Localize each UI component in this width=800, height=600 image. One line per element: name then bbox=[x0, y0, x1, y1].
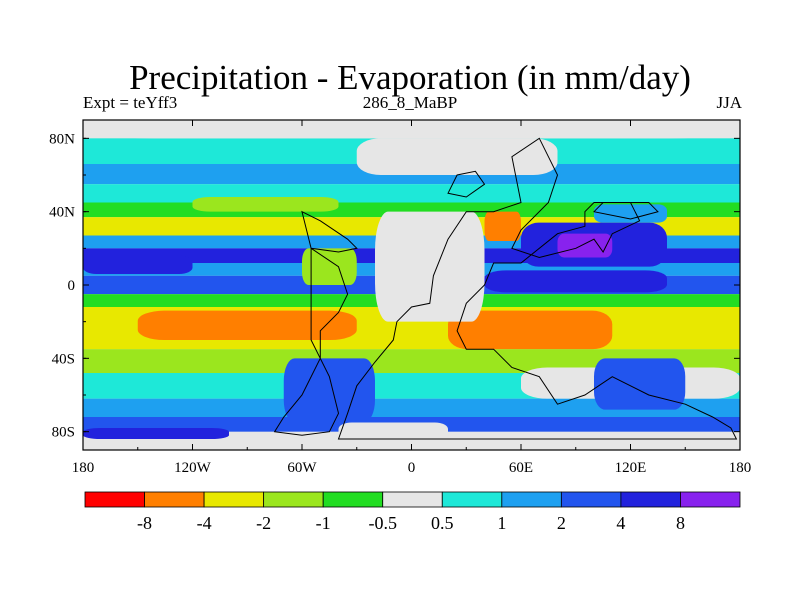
colorbar-label-1: -4 bbox=[197, 513, 212, 533]
field-patch-9 bbox=[356, 138, 558, 175]
field-patch-8 bbox=[484, 270, 667, 293]
colorbar-swatch-1 bbox=[144, 491, 205, 508]
field-band-13 bbox=[83, 398, 740, 417]
field-patch-0 bbox=[83, 255, 193, 274]
x-tick-label-4: 60E bbox=[509, 460, 533, 476]
experiment-label: Expt = teYff3 bbox=[83, 93, 178, 112]
period-label: 286_8_MaBP bbox=[362, 93, 458, 112]
chart-title: Precipitation - Evaporation (in mm/day) bbox=[129, 58, 691, 97]
x-tick-label-2: 60W bbox=[287, 460, 317, 476]
colorbar-swatch-5 bbox=[382, 491, 443, 508]
y-tick-label-2: 0 bbox=[68, 278, 76, 294]
field-patch-7 bbox=[484, 211, 521, 241]
x-tick-label-6: 180 bbox=[729, 460, 752, 476]
coastline-4 bbox=[592, 202, 659, 220]
field-band-2 bbox=[83, 184, 740, 203]
season-label: JJA bbox=[716, 93, 742, 112]
colorbar-swatch-7 bbox=[501, 491, 562, 508]
y-tick-label-1: 40N bbox=[49, 205, 75, 221]
field-layer bbox=[83, 120, 740, 450]
x-tick-label-0: 180 bbox=[72, 460, 95, 476]
x-tick-label-3: 0 bbox=[408, 460, 416, 476]
colorbar-label-5: 0.5 bbox=[431, 513, 454, 533]
x-tick-label-1: 120W bbox=[174, 460, 212, 476]
colorbar-swatch-0 bbox=[84, 491, 145, 508]
colorbar-label-4: -0.5 bbox=[368, 513, 397, 533]
field-patch-10 bbox=[375, 211, 485, 322]
colorbar: -8 -4 -2 -1 -0.5 0.5 1 2 4 8 bbox=[84, 491, 741, 533]
colorbar-label-9: 8 bbox=[676, 513, 685, 533]
colorbar-swatch-8 bbox=[560, 491, 622, 508]
field-patch-5 bbox=[557, 233, 613, 258]
field-band-11 bbox=[83, 349, 740, 373]
colorbar-swatch-2 bbox=[203, 491, 265, 508]
colorbar-label-7: 2 bbox=[557, 513, 566, 533]
colorbar-swatch-3 bbox=[263, 491, 324, 508]
x-tick-label-5: 120E bbox=[615, 460, 647, 476]
colorbar-swatch-9 bbox=[620, 491, 681, 508]
colorbar-swatch-6 bbox=[441, 491, 503, 508]
axis-ticks: 180 120W 60W 0 60E 120E 180 80N 40N 0 40S 80S bbox=[49, 120, 751, 476]
coastline-1 bbox=[273, 247, 349, 436]
colorbar-swatch-10 bbox=[680, 491, 741, 508]
field-patch-18 bbox=[83, 428, 229, 439]
coastline-layer bbox=[273, 137, 738, 440]
colorbar-label-3: -1 bbox=[316, 513, 331, 533]
field-patch-12 bbox=[283, 358, 375, 423]
colorbar-swatch-4 bbox=[322, 491, 384, 508]
coastline-0 bbox=[337, 137, 738, 440]
colorbar-label-8: 4 bbox=[616, 513, 625, 533]
y-tick-label-0: 80N bbox=[49, 131, 75, 147]
field-patch-13 bbox=[338, 422, 448, 441]
coastline-2 bbox=[301, 210, 358, 253]
field-patch-17 bbox=[83, 120, 740, 139]
colorbar-label-0: -8 bbox=[137, 513, 152, 533]
coastline-3 bbox=[447, 170, 486, 198]
field-patch-6 bbox=[594, 204, 667, 223]
field-patch-15 bbox=[594, 358, 686, 410]
field-patch-2 bbox=[137, 310, 357, 340]
y-tick-label-4: 80S bbox=[52, 425, 75, 441]
field-patch-1 bbox=[192, 197, 339, 212]
colorbar-label-6: 1 bbox=[497, 513, 506, 533]
colorbar-label-2: -2 bbox=[256, 513, 271, 533]
field-patch-3 bbox=[448, 310, 613, 350]
field-patch-11 bbox=[302, 248, 357, 285]
y-tick-label-3: 40S bbox=[52, 351, 75, 367]
